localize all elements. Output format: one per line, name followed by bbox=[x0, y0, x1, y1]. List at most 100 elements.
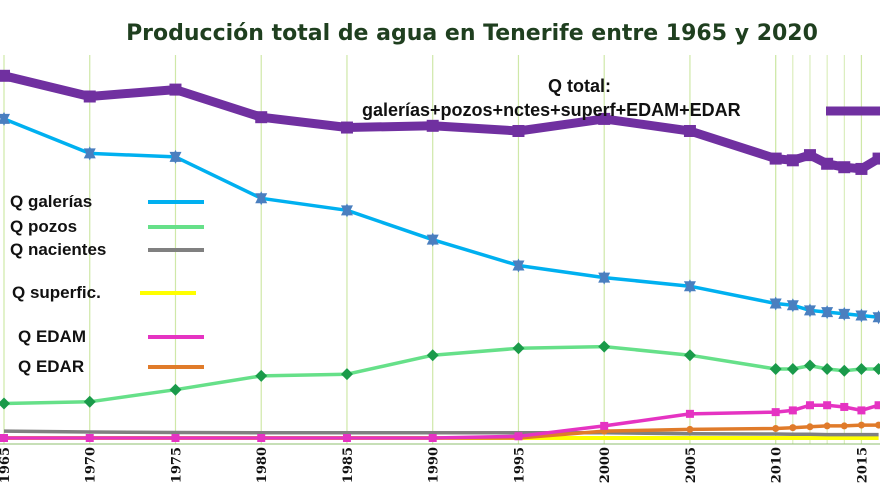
marker-s6-2015 bbox=[857, 421, 865, 429]
x-tick-1990: 1990 bbox=[427, 447, 442, 483]
x-tick-2005: 2005 bbox=[684, 447, 699, 483]
marker-s5-1965 bbox=[0, 434, 8, 442]
marker-s6-2016 bbox=[875, 421, 880, 429]
marker-s5-2016 bbox=[874, 401, 880, 410]
marker-s1-1975-b bbox=[169, 151, 182, 164]
marker-s2-1980 bbox=[255, 369, 268, 382]
marker-s0-2011 bbox=[786, 154, 799, 167]
legend: Q total: galerías+pozos+nctes+superf+EDAM… bbox=[10, 76, 880, 376]
marker-s6-2005 bbox=[686, 425, 694, 433]
marker-s6-2014 bbox=[840, 422, 848, 430]
series-line-0 bbox=[2, 71, 880, 174]
series-markers bbox=[0, 69, 880, 442]
marker-s6-2012 bbox=[806, 423, 814, 431]
marker-s6-2013 bbox=[823, 422, 831, 430]
marker-s5-1990 bbox=[428, 434, 437, 442]
marker-s5-2013 bbox=[823, 401, 832, 410]
x-tick-2010: 2010 bbox=[770, 447, 785, 483]
marker-s2-1990 bbox=[426, 349, 439, 362]
marker-s1-2000-b bbox=[598, 272, 611, 285]
marker-s0-1970 bbox=[83, 90, 96, 103]
marker-s0-1990 bbox=[426, 119, 439, 132]
legend-label-4: Q superfic. bbox=[12, 283, 101, 302]
marker-s2-1965 bbox=[0, 397, 10, 410]
marker-s1-1995-b bbox=[512, 260, 525, 273]
series-line-1 bbox=[3, 117, 879, 320]
marker-s5-1995 bbox=[514, 432, 523, 441]
marker-s2-1975 bbox=[169, 383, 182, 396]
marker-s5-2012 bbox=[805, 401, 814, 410]
marker-s5-2015 bbox=[857, 406, 866, 415]
marker-s1-2014-b bbox=[838, 308, 851, 321]
x-tick-1980: 1980 bbox=[255, 447, 270, 483]
marker-s2-1995 bbox=[512, 342, 525, 355]
marker-s1-1990-b bbox=[426, 234, 439, 247]
marker-s0-2015 bbox=[855, 162, 868, 175]
marker-s5-2000 bbox=[600, 421, 609, 430]
marker-s2-2015 bbox=[855, 363, 868, 376]
marker-s6-2010 bbox=[772, 425, 780, 433]
marker-s6-2011 bbox=[789, 424, 797, 432]
marker-s1-1980-b bbox=[255, 193, 268, 206]
marker-s5-1975 bbox=[171, 434, 180, 442]
x-tick-1975: 1975 bbox=[169, 447, 184, 483]
marker-s5-2011 bbox=[788, 406, 797, 415]
legend-label-3: Q nacientes bbox=[10, 240, 106, 259]
series-line-5 bbox=[4, 403, 880, 440]
marker-s5-2014 bbox=[840, 402, 849, 411]
marker-s0-2010 bbox=[769, 152, 782, 165]
x-tick-1970: 1970 bbox=[84, 447, 99, 483]
marker-s0-2013 bbox=[821, 157, 834, 170]
marker-s2-2016 bbox=[872, 363, 880, 376]
marker-s0-2005 bbox=[683, 124, 696, 137]
legend-label-6: Q EDAR bbox=[18, 357, 84, 376]
legend-label-2: Q pozos bbox=[10, 217, 77, 236]
marker-s0-2000 bbox=[598, 112, 611, 125]
marker-s2-2013 bbox=[821, 363, 834, 376]
marker-s2-2010 bbox=[769, 363, 782, 376]
marker-s1-2010-b bbox=[769, 298, 782, 311]
marker-s2-2014 bbox=[838, 364, 851, 377]
marker-s5-1985 bbox=[342, 434, 351, 442]
marker-s1-2012-b bbox=[803, 305, 816, 318]
marker-s1-2016-b bbox=[872, 312, 880, 325]
marker-s0-1975 bbox=[169, 83, 182, 96]
marker-s1-2015-b bbox=[855, 310, 868, 323]
legend-total-formula: galerías+pozos+nctes+superf+EDAM+EDAR bbox=[362, 100, 741, 120]
series-line-2 bbox=[3, 344, 879, 406]
x-tick-1985: 1985 bbox=[341, 447, 356, 483]
marker-s2-1970 bbox=[83, 395, 96, 408]
marker-s1-1985-b bbox=[340, 205, 353, 218]
x-tick-1995: 1995 bbox=[512, 447, 527, 483]
marker-s1-2011-b bbox=[786, 300, 799, 313]
chart-title: Producción total de agua en Tenerife ent… bbox=[126, 21, 818, 46]
marker-s2-1985 bbox=[340, 368, 353, 381]
x-tick-2000: 2000 bbox=[598, 447, 613, 483]
marker-s5-1980 bbox=[257, 434, 266, 442]
marker-s0-2016 bbox=[872, 152, 880, 165]
legend-label-5: Q EDAM bbox=[18, 327, 86, 346]
marker-s1-2005-b bbox=[683, 281, 696, 294]
marker-s0-2014 bbox=[838, 161, 851, 174]
x-tick-1965: 1965 bbox=[0, 447, 13, 483]
legend-label-1: Q galerías bbox=[10, 192, 92, 211]
marker-s0-1995 bbox=[512, 124, 525, 137]
marker-s1-2013-b bbox=[821, 307, 834, 320]
marker-s2-2005 bbox=[683, 349, 696, 362]
marker-s5-1970 bbox=[85, 434, 94, 442]
marker-s0-1985 bbox=[340, 121, 353, 134]
marker-s2-2011 bbox=[786, 363, 799, 376]
series-lines bbox=[2, 71, 880, 440]
marker-s0-2012 bbox=[803, 149, 816, 162]
marker-s2-2000 bbox=[598, 340, 611, 353]
marker-s1-1970-b bbox=[83, 148, 96, 161]
x-tick-2015: 2015 bbox=[855, 447, 870, 483]
marker-s5-2010 bbox=[771, 408, 780, 417]
marker-s0-1980 bbox=[255, 111, 268, 124]
marker-s1-1965-b bbox=[0, 113, 10, 126]
marker-s0-1965 bbox=[0, 69, 10, 82]
marker-s5-2005 bbox=[685, 409, 694, 418]
marker-s2-2012 bbox=[803, 359, 816, 372]
